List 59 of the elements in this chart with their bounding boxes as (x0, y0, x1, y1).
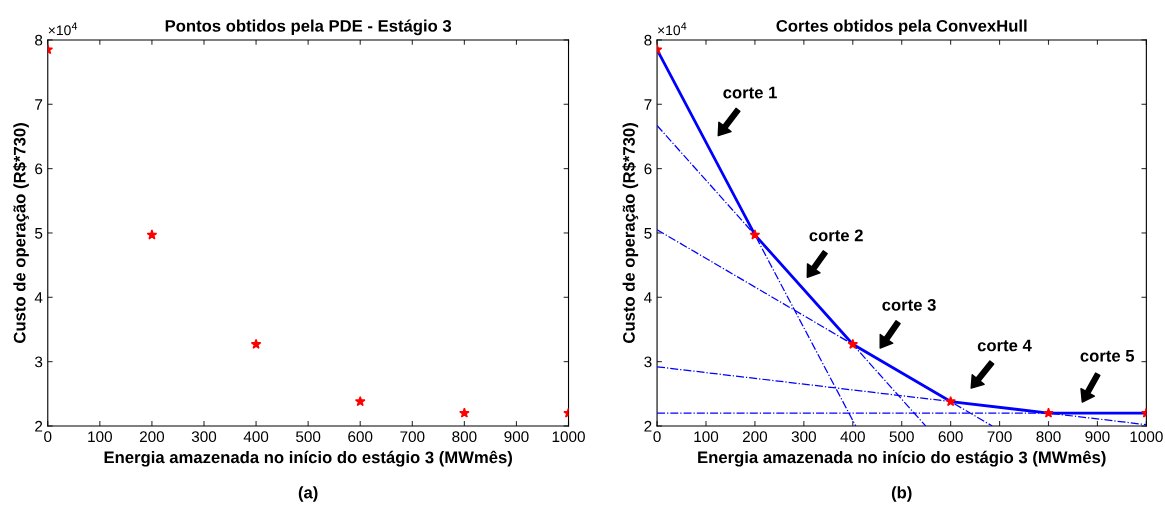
text: ×10$^{4}$ (48, 22, 78, 36)
point (459, 407, 470, 418)
x-tick-label: 500 (296, 431, 321, 443)
y-tick-label: 3 (34, 356, 43, 368)
y-tick-label: 7 (35, 99, 43, 110)
x-tick-label: 200 (742, 431, 768, 443)
y-tick-label: 6 (35, 163, 43, 175)
x-tick-label: 500 (889, 431, 914, 443)
x-tick-label: 100 (88, 431, 112, 443)
annotation: corte 4 (977, 339, 1032, 352)
x-tick-label: 300 (791, 431, 816, 443)
x-axis-title: Energia amazenada no início do estágio 3 (MWmês) (104, 450, 512, 467)
y-tick-label: 8 (644, 34, 652, 46)
point (354, 395, 366, 407)
y-tick-label: 5 (35, 227, 43, 239)
x-axis-title: Energia amazenada no início do estágio 3 (MWmês) (698, 450, 1106, 467)
text: (a) (298, 486, 318, 502)
point (1043, 407, 1054, 418)
x-tick-label: 1000 (552, 431, 585, 443)
chart-title: Pontos obtidos pela PDE - Estágio 3 (165, 19, 452, 36)
x-tick-label: 400 (840, 431, 865, 443)
annotation: corte 3 (882, 298, 936, 311)
x-tick-label: 800 (452, 431, 477, 443)
text: ×10$^{4}$ (658, 22, 687, 36)
y-tick-label: 5 (644, 227, 652, 239)
x-tick-label: 200 (139, 431, 165, 443)
y-axis-title: Custo de operação (R$*730) (13, 123, 29, 343)
annotation: corte 5 (1080, 350, 1135, 362)
x-tick-label: 700 (987, 431, 1012, 443)
x-tick-label: 0 (653, 431, 661, 443)
chart-title: Cortes obtidos pela ConvexHull (776, 19, 1027, 36)
y-tick-label: 4 (644, 292, 652, 303)
point (146, 229, 158, 240)
y-tick-label: 2 (35, 420, 43, 432)
x-tick-label: 400 (243, 431, 269, 443)
annotation: corte 2 (809, 229, 863, 242)
y-tick-label: 7 (644, 99, 652, 110)
text: (b) (891, 486, 912, 502)
x-tick-label: 800 (1036, 431, 1061, 443)
y-tick-label: 2 (644, 420, 652, 432)
y-tick-label: 4 (34, 292, 43, 303)
x-tick-label: 600 (938, 431, 963, 443)
x-tick-label: 100 (694, 431, 719, 443)
x-tick-label: 600 (348, 431, 373, 443)
x-tick-label: 700 (400, 431, 425, 443)
y-tick-label: 8 (35, 34, 43, 46)
point (749, 229, 761, 240)
point (847, 338, 859, 349)
x-tick-label: 900 (504, 431, 529, 443)
x-tick-label: 300 (191, 431, 217, 443)
annotation: corte 1 (723, 86, 777, 99)
point (945, 395, 956, 407)
x-tick-label: 1000 (1130, 431, 1163, 443)
point (250, 338, 262, 349)
y-tick-label: 6 (644, 163, 652, 175)
x-tick-label: 0 (44, 431, 52, 443)
y-axis-title: Custo de operação (R$*730) (622, 123, 639, 343)
x-tick-label: 900 (1085, 431, 1110, 443)
y-tick-label: 3 (644, 356, 652, 368)
